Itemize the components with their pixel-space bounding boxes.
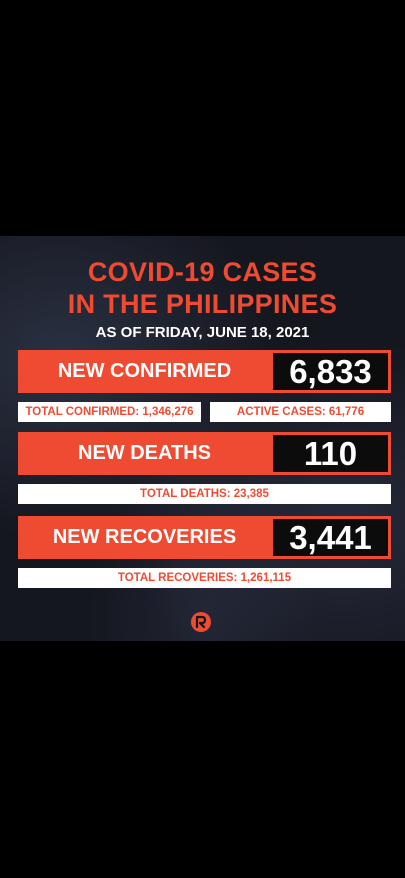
title-line-2: IN THE PHILIPPINES [67,289,338,319]
new-deaths-value: 110 [273,435,388,472]
total-deaths-strip: TOTAL DEATHS: 23,385 [18,484,391,504]
total-confirmed-strip: TOTAL CONFIRMED: 1,346,276 [18,402,201,422]
new-recoveries-label: NEW RECOVERIES [52,526,237,548]
title-line-1: COVID-19 CASES [87,257,318,287]
new-confirmed-band: NEW CONFIRMED 6,833 [18,350,391,393]
new-deaths-band: NEW DEATHS 110 [18,432,391,475]
covid-stats-card: COVID-19 CASES IN THE PHILIPPINES AS OF … [0,236,405,641]
new-confirmed-value: 6,833 [273,353,388,390]
new-deaths-label: NEW DEATHS [78,442,211,464]
active-cases-strip: ACTIVE CASES: 61,776 [210,402,391,422]
as-of-date: AS OF FRIDAY, JUNE 18, 2021 [95,324,310,341]
new-recoveries-value: 3,441 [273,519,388,556]
new-recoveries-band: NEW RECOVERIES 3,441 [18,516,391,559]
rappler-logo-icon [191,612,211,632]
total-recoveries-strip: TOTAL RECOVERIES: 1,261,115 [18,568,391,588]
new-confirmed-label: NEW CONFIRMED [57,360,232,382]
